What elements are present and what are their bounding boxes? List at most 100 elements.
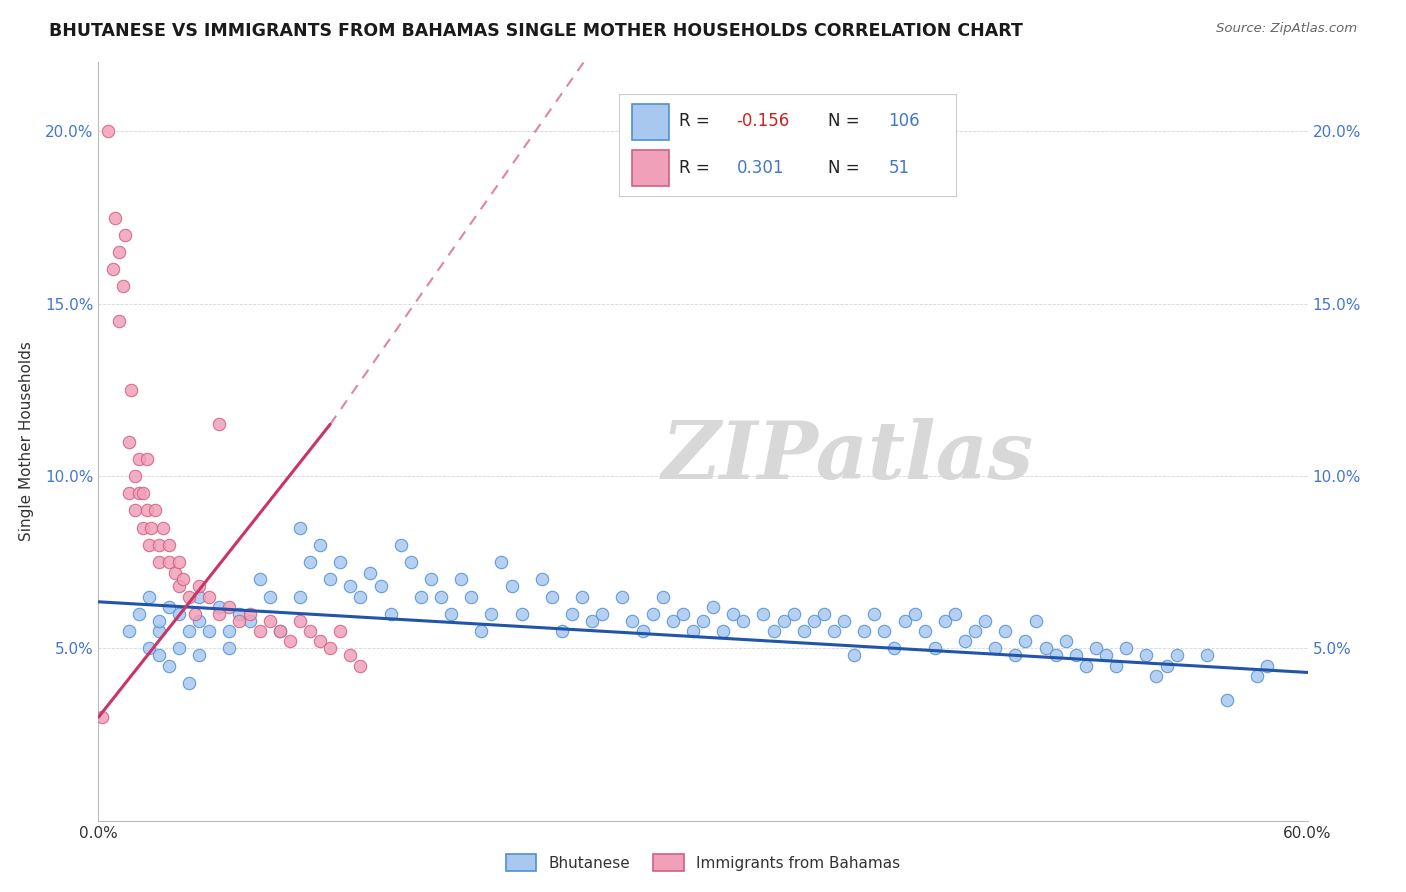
Point xyxy=(1156,658,1178,673)
Point xyxy=(1025,614,1047,628)
Point xyxy=(184,607,207,621)
Point xyxy=(924,641,946,656)
Point xyxy=(349,658,371,673)
Legend: Bhutanese, Immigrants from Bahamas: Bhutanese, Immigrants from Bahamas xyxy=(499,847,907,878)
Point xyxy=(762,624,785,639)
Point xyxy=(259,590,281,604)
Point xyxy=(299,555,322,569)
Point xyxy=(823,624,845,639)
Point xyxy=(430,590,453,604)
Point xyxy=(157,538,180,552)
Point xyxy=(581,614,603,628)
Point xyxy=(120,383,142,397)
Point xyxy=(561,607,583,621)
Point xyxy=(269,624,291,639)
Point xyxy=(621,614,644,628)
Point xyxy=(132,521,155,535)
Point xyxy=(118,434,141,449)
Point xyxy=(793,624,815,639)
Point xyxy=(661,614,683,628)
Point xyxy=(1004,648,1026,663)
Point xyxy=(1035,641,1057,656)
Point xyxy=(1146,669,1168,683)
Point xyxy=(114,227,136,242)
Text: -0.156: -0.156 xyxy=(737,112,790,130)
Point xyxy=(863,607,886,621)
Point xyxy=(111,279,134,293)
Point xyxy=(148,538,170,552)
Point xyxy=(965,624,987,639)
Point xyxy=(360,566,382,580)
Point xyxy=(883,641,905,656)
Point xyxy=(128,486,150,500)
Point xyxy=(530,573,553,587)
Point xyxy=(974,614,997,628)
Point xyxy=(1014,634,1036,648)
Point xyxy=(163,566,186,580)
Point xyxy=(288,614,311,628)
Point xyxy=(893,614,915,628)
Point xyxy=(510,607,533,621)
Point xyxy=(853,624,876,639)
Point xyxy=(399,555,422,569)
Text: 0.301: 0.301 xyxy=(737,159,785,177)
Point xyxy=(107,244,129,259)
Point xyxy=(873,624,896,639)
Point xyxy=(118,624,141,639)
Text: 51: 51 xyxy=(889,159,910,177)
Point xyxy=(167,579,190,593)
Point xyxy=(138,538,160,552)
Point xyxy=(540,590,562,604)
Point xyxy=(152,521,174,535)
Point xyxy=(179,675,201,690)
Point xyxy=(571,590,593,604)
Point xyxy=(228,614,250,628)
Point xyxy=(1216,693,1239,707)
Point xyxy=(460,590,482,604)
Point xyxy=(188,614,211,628)
Point xyxy=(1166,648,1188,663)
Point xyxy=(692,614,714,628)
Point xyxy=(914,624,936,639)
Point xyxy=(208,607,231,621)
Point xyxy=(128,607,150,621)
Bar xyxy=(633,150,669,186)
Point xyxy=(138,641,160,656)
Point xyxy=(631,624,654,639)
Point xyxy=(148,648,170,663)
Point xyxy=(491,555,513,569)
Point xyxy=(179,624,201,639)
Point xyxy=(1246,669,1268,683)
Point xyxy=(309,538,332,552)
Point xyxy=(319,641,342,656)
Point xyxy=(228,607,250,621)
Point xyxy=(278,634,301,648)
Point xyxy=(91,710,114,724)
Point xyxy=(148,614,170,628)
Point xyxy=(1095,648,1118,663)
Point xyxy=(319,573,342,587)
Point xyxy=(702,599,724,614)
Point xyxy=(409,590,432,604)
Point xyxy=(783,607,806,621)
Point xyxy=(329,555,352,569)
Point xyxy=(844,648,866,663)
Point xyxy=(135,503,157,517)
Point xyxy=(934,614,956,628)
Point xyxy=(167,641,190,656)
Point xyxy=(103,211,125,225)
Point xyxy=(208,417,231,432)
Point xyxy=(904,607,927,621)
Point xyxy=(370,579,392,593)
Point xyxy=(733,614,755,628)
Point xyxy=(288,521,311,535)
Point xyxy=(188,590,211,604)
Point xyxy=(139,521,162,535)
Point xyxy=(501,579,523,593)
Point xyxy=(157,555,180,569)
Point xyxy=(1085,641,1108,656)
Point xyxy=(167,607,190,621)
Point xyxy=(832,614,855,628)
Point xyxy=(1105,658,1128,673)
Point xyxy=(172,573,194,587)
